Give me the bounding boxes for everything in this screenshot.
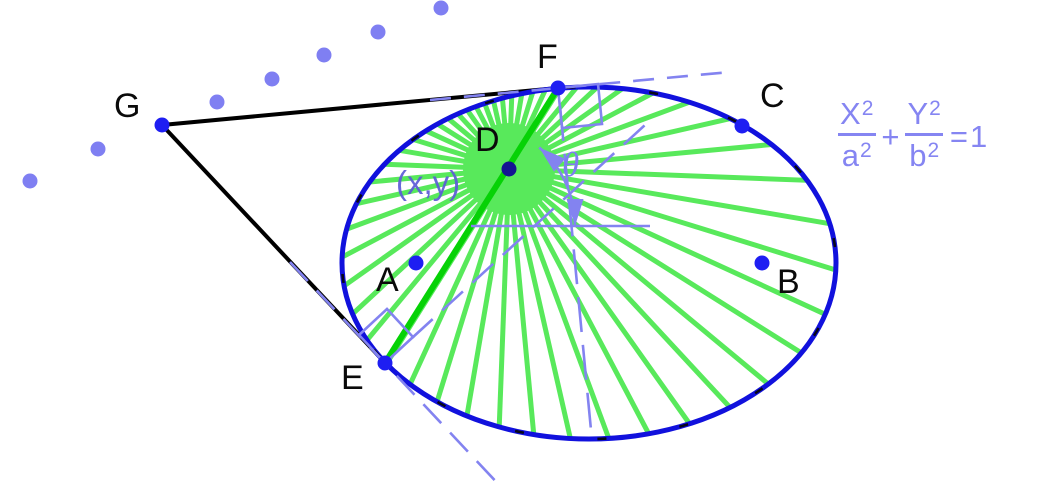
locus-dot <box>90 141 106 157</box>
theta-angle-label: θ <box>562 145 580 184</box>
right-angle-marker-F <box>556 82 604 130</box>
ellipse-equation: X2 a2 + Y2 b2 =1 <box>836 98 989 171</box>
tangent-segment-GF <box>161 86 559 127</box>
arc-arrowhead-bottom <box>566 199 584 226</box>
label-F: F <box>537 38 558 76</box>
ellipse-chord-through-D <box>350 85 600 316</box>
right-angle-marker-E <box>357 307 415 365</box>
locus-dot <box>209 94 225 110</box>
label-D: D <box>475 121 500 159</box>
b-squared: b2 <box>905 133 944 171</box>
point-G[interactable] <box>154 117 170 133</box>
normal-at-E-dashed <box>411 124 646 339</box>
label-B: B <box>777 263 800 301</box>
label-A: A <box>376 261 399 299</box>
point-D[interactable] <box>501 161 517 177</box>
label-E: E <box>341 359 364 397</box>
locus-dot <box>433 0 449 16</box>
a-squared: a2 <box>837 133 876 171</box>
fraction-x: X2 a2 <box>836 98 877 171</box>
tangent-line-E-dashed <box>289 261 502 486</box>
label-C: C <box>760 77 785 115</box>
locus-dot <box>316 47 332 63</box>
label-G: G <box>114 87 141 125</box>
point-C[interactable] <box>734 118 750 134</box>
locus-dot <box>264 71 280 87</box>
y-squared: Y2 <box>907 96 941 131</box>
ellipse <box>339 84 839 442</box>
point-E[interactable] <box>377 355 393 371</box>
coords-xy-label: (x,y) <box>396 164 461 201</box>
arc-arrowhead-top <box>539 147 566 172</box>
ellipse-chord-through-D <box>384 161 808 183</box>
locus-dot <box>370 24 386 40</box>
normal-at-F-dashed <box>558 105 593 431</box>
point-A[interactable] <box>408 255 424 271</box>
x-squared: X2 <box>840 96 874 131</box>
point-F[interactable] <box>550 80 566 96</box>
point-B[interactable] <box>754 255 770 271</box>
locus-dot <box>22 173 38 189</box>
plus-sign: + <box>881 119 900 154</box>
fraction-y: Y2 b2 <box>903 98 944 171</box>
equals-one: =1 <box>949 119 990 154</box>
ellipse-chord-through-D <box>369 142 772 185</box>
ellipse-chord-through-D <box>365 85 579 342</box>
